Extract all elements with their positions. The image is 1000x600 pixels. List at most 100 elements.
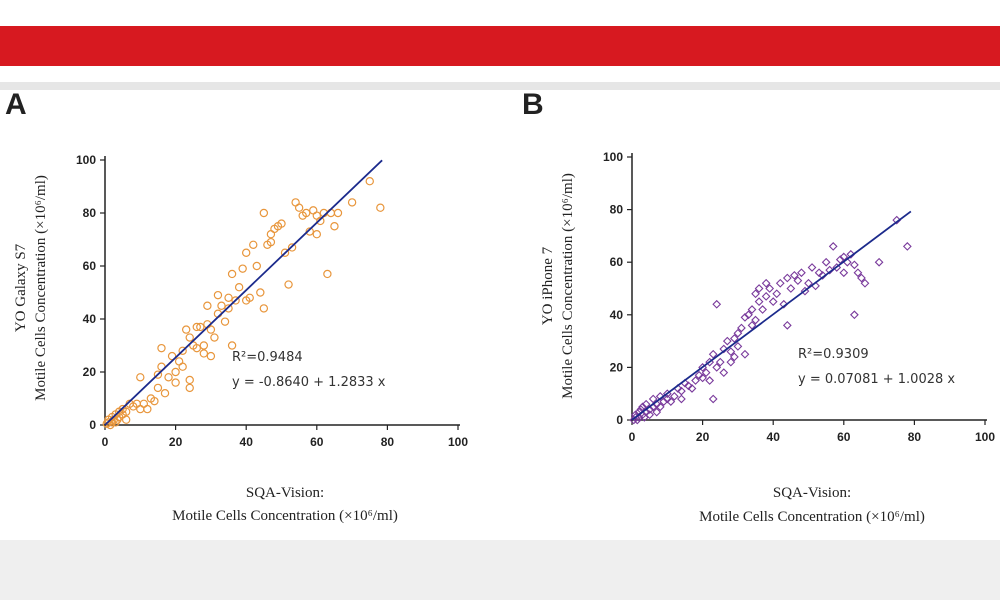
- data-point: [249, 240, 258, 249]
- data-point: [312, 211, 321, 220]
- data-point: [634, 407, 644, 417]
- y-tick-label: 40: [83, 312, 97, 326]
- data-point: [238, 264, 247, 273]
- data-point: [691, 376, 700, 385]
- x-tick-label: 0: [102, 435, 109, 449]
- data-point: [641, 399, 651, 409]
- data-point: [376, 203, 385, 212]
- data-point: [666, 397, 676, 406]
- data-point: [726, 357, 736, 367]
- x-tick-label: 20: [169, 435, 183, 449]
- data-point: [828, 242, 838, 251]
- data-point: [150, 396, 159, 406]
- regression-line: [104, 159, 383, 426]
- bottom-gray-band: [0, 540, 1000, 600]
- data-point: [850, 260, 859, 270]
- data-point: [733, 328, 743, 338]
- y-tick-label: 80: [610, 203, 624, 217]
- data-point: [751, 289, 760, 299]
- x-tick-label: 60: [310, 435, 324, 449]
- data-point: [712, 299, 722, 309]
- x-tick-label: 100: [975, 430, 995, 444]
- data-point: [365, 176, 374, 186]
- data-point: [740, 349, 750, 359]
- data-point: [199, 349, 209, 358]
- data-point: [241, 248, 251, 257]
- x-tick-label: 100: [448, 435, 468, 449]
- data-point: [185, 333, 194, 342]
- data-point: [786, 284, 796, 293]
- data-point: [171, 378, 180, 387]
- r-squared-label: R²=0.9484: [232, 350, 303, 365]
- data-point: [761, 292, 771, 301]
- data-point: [302, 208, 311, 218]
- data-point: [174, 357, 184, 366]
- data-point: [157, 343, 166, 353]
- data-point: [662, 394, 672, 404]
- data-point: [765, 284, 775, 293]
- data-point: [758, 305, 767, 314]
- data-point: [220, 317, 230, 326]
- data-point: [266, 229, 276, 239]
- x-axis-label-line-2: Motile Cells Concentration (×10⁶/ml): [699, 509, 925, 525]
- data-point: [832, 263, 842, 272]
- data-point: [185, 375, 194, 385]
- data-point: [256, 288, 265, 297]
- data-point: [733, 341, 743, 351]
- data-point: [245, 293, 254, 302]
- data-point: [722, 336, 732, 346]
- data-point: [800, 286, 810, 296]
- y-tick-label: 20: [83, 365, 97, 379]
- data-point: [857, 273, 866, 283]
- data-point: [744, 310, 753, 320]
- y-tick-label: 60: [610, 255, 624, 269]
- data-point: [719, 368, 729, 378]
- data-point: [729, 352, 739, 362]
- x-axis-label-line-1: SQA-Vision:: [246, 485, 324, 501]
- data-point: [291, 198, 300, 207]
- data-point: [227, 341, 237, 350]
- data-point: [747, 320, 757, 330]
- y-axis-label-line-1: YO Galaxy S7: [13, 243, 29, 332]
- data-point: [316, 216, 325, 226]
- data-point: [234, 283, 244, 292]
- x-tick-label: 80: [381, 435, 395, 449]
- data-point: [284, 280, 293, 289]
- data-point: [712, 363, 722, 372]
- data-point: [902, 242, 912, 251]
- data-point: [825, 265, 835, 275]
- data-point: [347, 198, 357, 207]
- y-tick-label: 40: [610, 308, 624, 322]
- data-point: [793, 276, 803, 285]
- data-point: [259, 208, 269, 218]
- data-point: [259, 304, 269, 313]
- x-tick-label: 0: [629, 430, 636, 444]
- data-point: [136, 373, 145, 382]
- x-tick-label: 20: [696, 430, 710, 444]
- data-point: [266, 237, 276, 247]
- data-point: [287, 243, 297, 252]
- y-tick-label: 20: [610, 360, 624, 374]
- data-point: [687, 384, 697, 393]
- data-point: [814, 268, 824, 278]
- data-point: [330, 222, 339, 231]
- data-point: [860, 278, 870, 288]
- regression-equation: y = -0.8640 + 1.2833 x: [232, 375, 386, 390]
- y-tick-label: 0: [89, 418, 96, 432]
- data-point: [818, 270, 827, 280]
- data-point: [224, 293, 233, 302]
- data-point: [655, 391, 665, 401]
- data-point: [196, 322, 205, 332]
- data-point: [252, 261, 261, 271]
- data-point: [821, 257, 831, 267]
- data-point: [698, 373, 707, 383]
- data-point: [659, 397, 669, 406]
- data-point: [227, 269, 237, 279]
- x-axis-label-line-2: Motile Cells Concentration (×10⁶/ml): [172, 508, 398, 524]
- data-point: [638, 402, 647, 412]
- data-point: [143, 404, 152, 414]
- data-point: [853, 268, 863, 278]
